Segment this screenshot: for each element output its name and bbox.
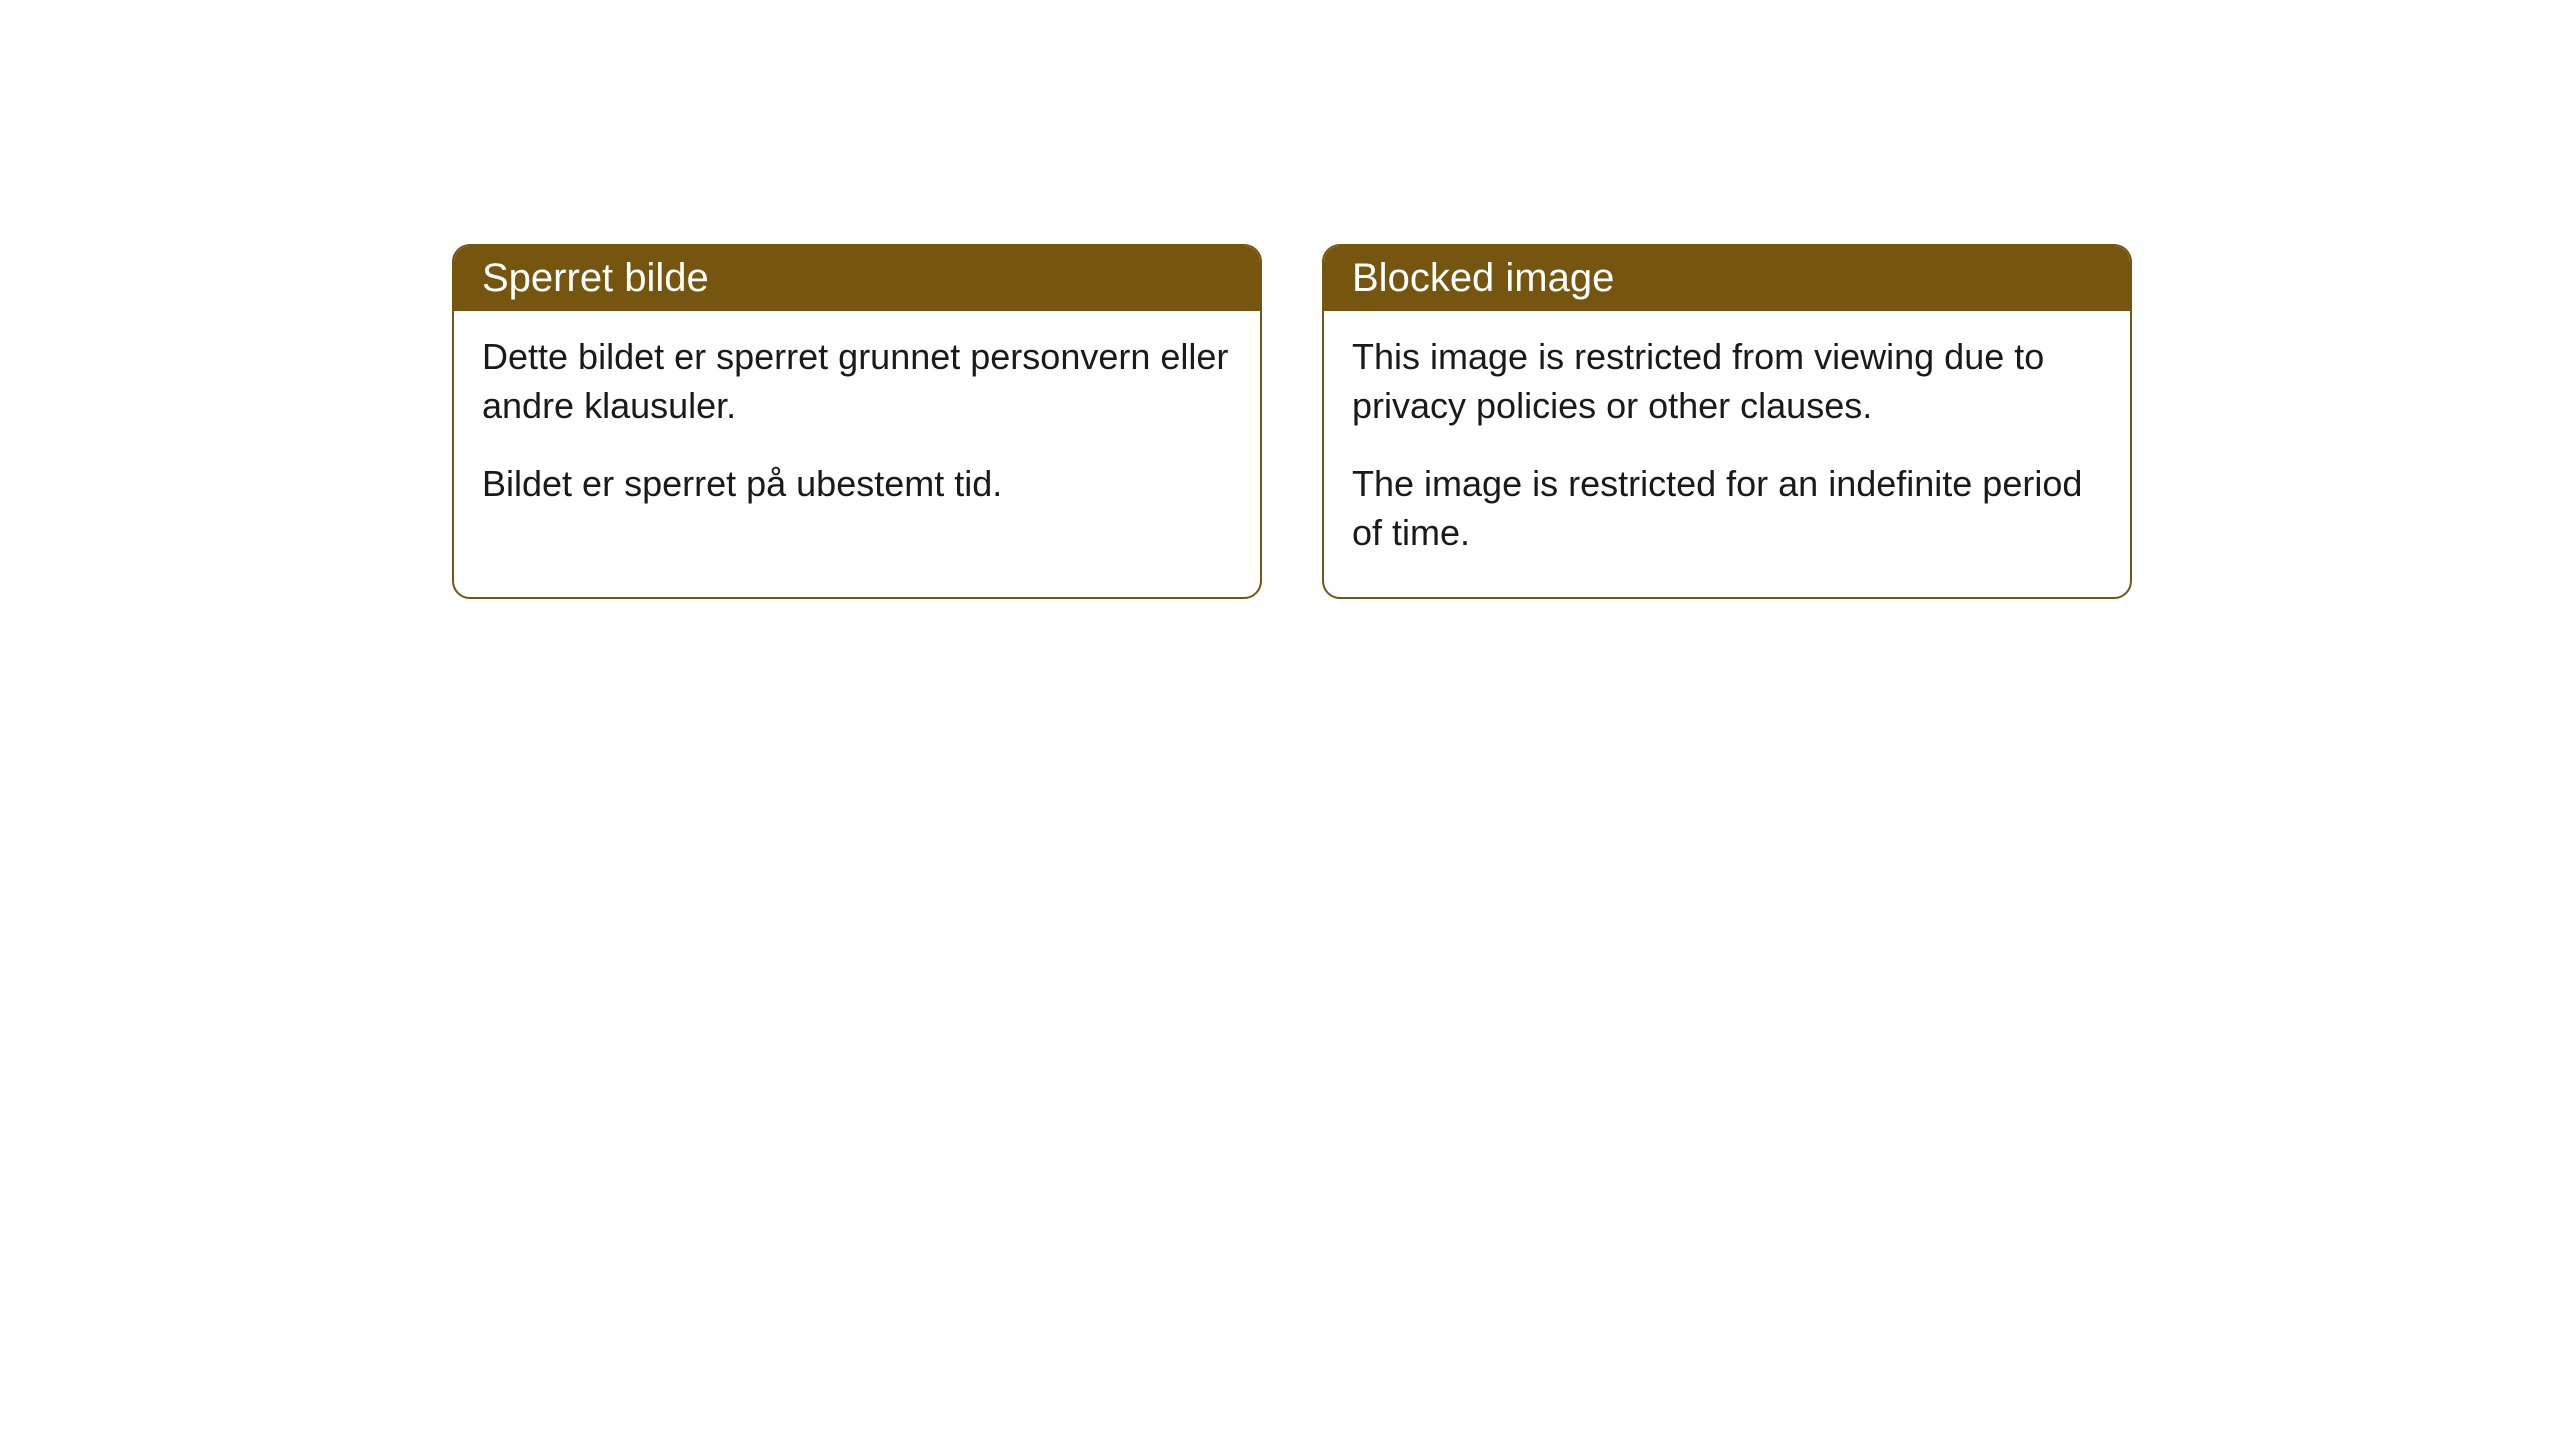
card-header-english: Blocked image — [1324, 246, 2130, 311]
notice-cards-container: Sperret bilde Dette bildet er sperret gr… — [452, 244, 2132, 599]
card-paragraph: This image is restricted from viewing du… — [1352, 333, 2102, 430]
card-paragraph: Dette bildet er sperret grunnet personve… — [482, 333, 1232, 430]
card-title: Sperret bilde — [482, 256, 709, 300]
notice-card-norwegian: Sperret bilde Dette bildet er sperret gr… — [452, 244, 1262, 599]
card-paragraph: The image is restricted for an indefinit… — [1352, 460, 2102, 557]
card-body-english: This image is restricted from viewing du… — [1324, 311, 2130, 597]
notice-card-english: Blocked image This image is restricted f… — [1322, 244, 2132, 599]
card-title: Blocked image — [1352, 256, 1614, 300]
card-body-norwegian: Dette bildet er sperret grunnet personve… — [454, 311, 1260, 549]
card-header-norwegian: Sperret bilde — [454, 246, 1260, 311]
card-paragraph: Bildet er sperret på ubestemt tid. — [482, 460, 1232, 509]
